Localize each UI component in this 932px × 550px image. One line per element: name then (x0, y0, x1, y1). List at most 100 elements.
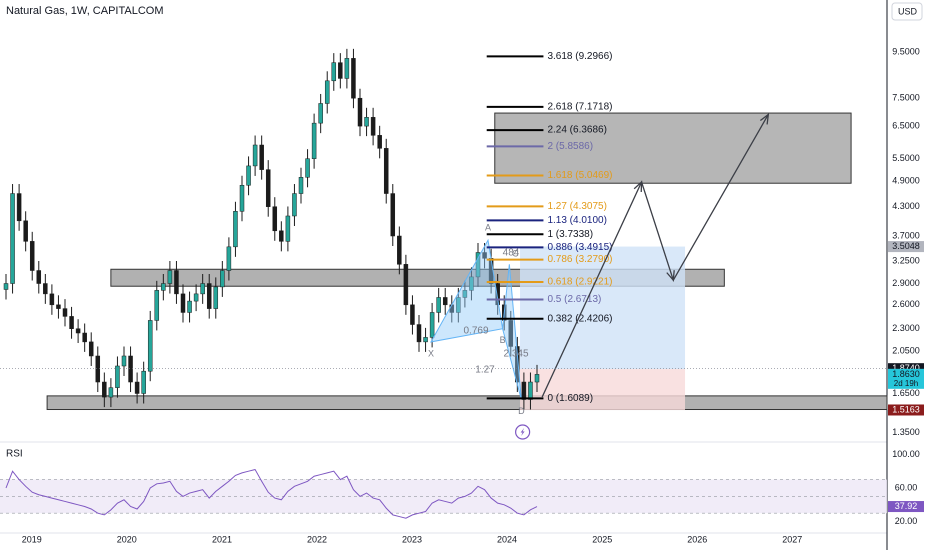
price-tick-label: 3.7000 (892, 230, 920, 240)
candle-body (29, 241, 35, 271)
harmonic-ratio: 1.27 (475, 365, 495, 376)
candle-body (43, 283, 48, 295)
currency-button[interactable] (891, 2, 923, 21)
candle-body (265, 169, 271, 207)
candle-body (364, 117, 369, 127)
candle-body (180, 293, 186, 313)
harmonic-ratio: 0.769 (463, 326, 488, 337)
candle-body (279, 230, 284, 242)
candle-body (508, 320, 514, 347)
time-tick-label: 2021 (212, 534, 232, 544)
time-tick-label: 2022 (307, 534, 327, 544)
rsi-label: RSI (6, 449, 23, 460)
price-label-value: 1.8630 (892, 369, 920, 379)
fib-level-label: 1.618 (5.0469) (547, 170, 612, 181)
candle-body (174, 270, 179, 295)
price-label-last (888, 363, 924, 375)
candle-body (200, 283, 205, 295)
candle-body (193, 293, 199, 302)
candle-body (161, 283, 166, 291)
time-tick-label: 2023 (402, 534, 422, 544)
candle-body (462, 290, 468, 298)
candle-body (233, 211, 238, 248)
time-tick-label: 2027 (782, 534, 802, 544)
harmonic-ratio: 2.345 (503, 349, 528, 360)
fib-level-label: 0.886 (3.4915) (547, 242, 612, 253)
candle-body (423, 337, 428, 343)
price-label-current (888, 368, 924, 389)
time-tick-label: 2026 (687, 534, 707, 544)
zone-target[interactable] (494, 112, 852, 184)
candle-body (239, 184, 245, 212)
price-tick-label: 7.5000 (892, 93, 920, 103)
projection-path[interactable] (541, 114, 769, 398)
price-label-stop (888, 404, 924, 416)
candle-body (318, 103, 323, 124)
candle-body (82, 332, 87, 343)
candle-body (246, 165, 251, 186)
price-label-value: 3.5048 (892, 241, 920, 251)
candle-body (16, 193, 22, 222)
candle-body (351, 58, 356, 99)
harmonic-bcd (502, 264, 522, 400)
candle-body (259, 144, 264, 170)
candle-body (285, 215, 291, 242)
candle-body (410, 304, 415, 325)
candle-body (220, 270, 225, 288)
candle-body (475, 252, 481, 278)
fib-level-label: 1.27 (4.3075) (547, 201, 607, 212)
price-tick-label: 2.3000 (892, 323, 920, 333)
fib-level-label: 0.5 (2.6713) (547, 294, 601, 305)
candle-body (429, 312, 435, 338)
projection-arrowhead (666, 270, 675, 282)
candle-body (62, 308, 68, 317)
candle-body (331, 62, 337, 82)
harmonic-point-x: X (428, 348, 434, 358)
price-tick-label: 2.0500 (892, 346, 920, 356)
candle-body (88, 341, 94, 357)
price-tick-label: 9.5000 (892, 46, 920, 56)
rsi-tick-label: 100.00 (892, 449, 920, 459)
fib-level-label: 0.786 (3.2790) (547, 254, 612, 265)
price-tick-label: 4.9000 (892, 176, 920, 186)
candle-body (469, 276, 474, 291)
candle-body (226, 246, 232, 271)
harmonic-xab (430, 238, 504, 343)
candle-body (292, 193, 297, 217)
harmonic-point-c: C (512, 249, 519, 259)
candle-body (23, 220, 28, 242)
candle-body (95, 355, 101, 383)
candle-body (528, 381, 533, 400)
candle-body (397, 235, 402, 265)
long-position-loss[interactable] (520, 369, 686, 411)
candle-body (56, 304, 61, 309)
candle-body (442, 297, 448, 306)
time-tick-label: 2025 (592, 534, 612, 544)
candle-body (36, 270, 42, 284)
rsi-line[interactable] (5, 468, 538, 519)
fib-level-label: 3.618 (9.2966) (547, 51, 612, 62)
price-tick-label: 6.5000 (892, 120, 920, 130)
rsi-value-badge (888, 501, 924, 513)
harmonic-point-b: B (500, 335, 506, 345)
candle-body (272, 206, 278, 232)
candle-body (377, 135, 382, 149)
candle-body (115, 365, 120, 388)
candle-body (298, 177, 304, 194)
fib-level-label: 0.618 (2.9221) (547, 277, 612, 288)
candle-body (311, 122, 317, 159)
candle-body (495, 283, 500, 306)
time-tick-label: 2024 (497, 534, 517, 544)
fib-level-label: 2.24 (6.3686) (547, 125, 607, 136)
candle-body (390, 193, 396, 237)
price-tick-label: 1.3500 (892, 427, 920, 437)
candle-body (49, 293, 55, 306)
candle-body (69, 316, 74, 329)
harmonic-point-a: A (485, 223, 491, 233)
fib-level-label: 1.13 (4.0100) (547, 215, 607, 226)
zone-support[interactable] (46, 395, 888, 411)
candle-body (534, 374, 540, 383)
candle-body (167, 270, 173, 284)
candle-body (357, 97, 363, 127)
